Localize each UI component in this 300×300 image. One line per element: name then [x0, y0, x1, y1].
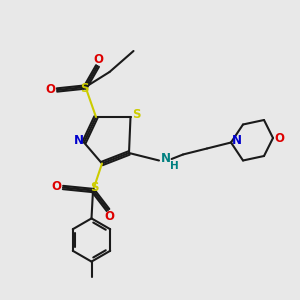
Text: N: N [160, 152, 171, 166]
Text: N: N [231, 134, 242, 148]
Text: S: S [132, 108, 140, 121]
Text: O: O [93, 53, 103, 66]
Text: O: O [51, 180, 62, 193]
Text: O: O [274, 131, 285, 145]
Text: S: S [90, 181, 99, 194]
Text: N: N [74, 134, 84, 148]
Text: O: O [104, 210, 114, 223]
Text: S: S [80, 82, 88, 95]
Text: H: H [170, 161, 179, 171]
Text: O: O [45, 83, 56, 96]
